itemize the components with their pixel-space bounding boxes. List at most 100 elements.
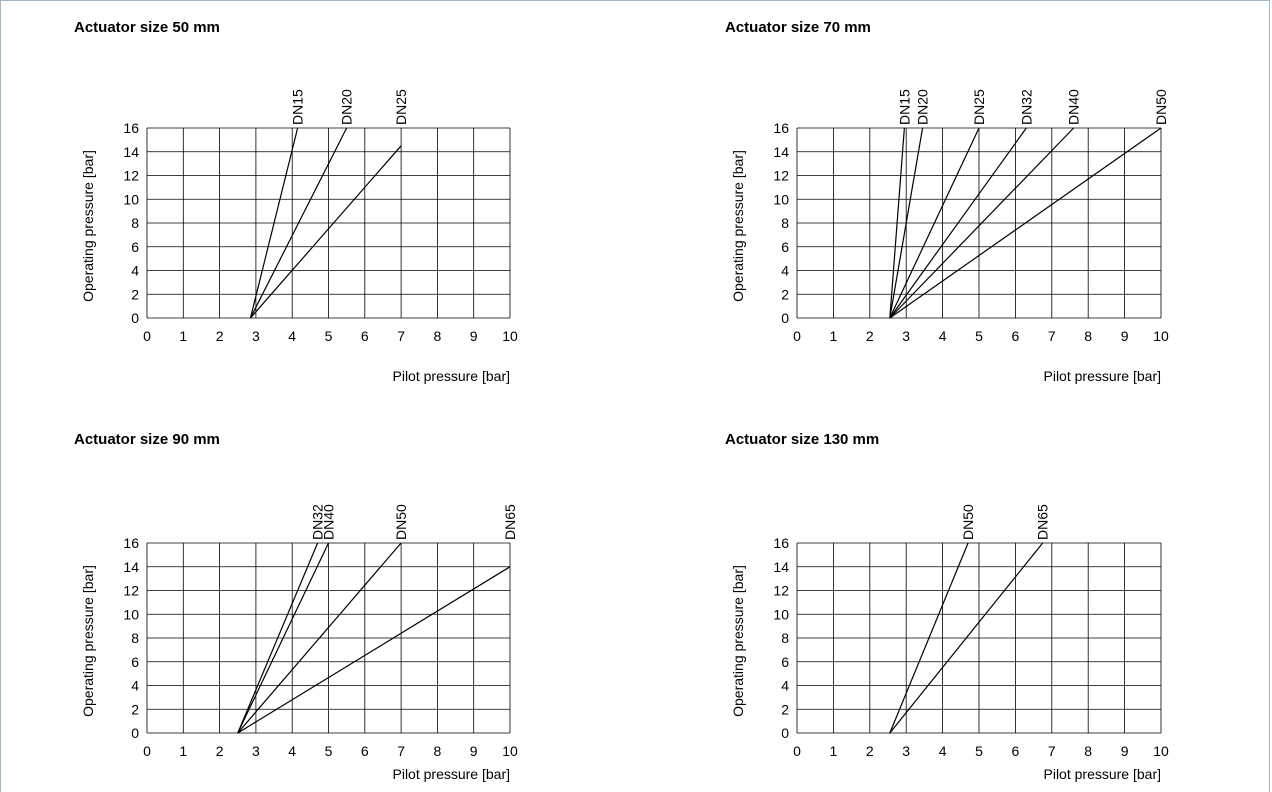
y-tick-label: 10: [773, 191, 789, 207]
series-line-dn50: [889, 127, 1162, 319]
x-tick-label: 7: [1048, 743, 1056, 759]
series-line-dn65: [889, 542, 1044, 734]
x-tick-label: 1: [179, 743, 187, 759]
x-tick-label: 6: [361, 328, 369, 344]
y-tick-label: 6: [781, 239, 789, 255]
x-tick-label: 2: [866, 743, 874, 759]
x-tick-label: 0: [793, 328, 801, 344]
y-tick-label: 4: [781, 263, 789, 279]
series-label-dn32: DN32: [310, 504, 326, 540]
x-tick-label: 3: [902, 328, 910, 344]
y-axis-label: Operating pressure [bar]: [730, 150, 746, 302]
x-tick-label: 5: [325, 328, 333, 344]
x-axis-label: Pilot pressure [bar]: [1044, 766, 1162, 782]
series-line-dn25: [250, 145, 402, 319]
x-tick-label: 8: [1084, 743, 1092, 759]
y-tick-label: 12: [123, 583, 139, 599]
x-tick-label: 4: [939, 743, 947, 759]
x-tick-label: 9: [1121, 328, 1129, 344]
x-tick-label: 10: [502, 328, 518, 344]
y-tick-label: 16: [773, 535, 789, 551]
series-line-dn40: [889, 127, 1075, 319]
chart-title-130mm: Actuator size 130 mm: [725, 431, 880, 448]
y-axis-label: Operating pressure [bar]: [80, 565, 96, 717]
series-label-dn65: DN65: [502, 504, 518, 540]
series-label-dn32: DN32: [1018, 89, 1034, 125]
series-line-dn15: [889, 127, 905, 319]
y-tick-label: 8: [781, 215, 789, 231]
x-tick-label: 6: [1012, 743, 1020, 759]
y-tick-label: 0: [131, 310, 139, 326]
series-label-dn40: DN40: [321, 504, 337, 540]
x-tick-label: 2: [216, 743, 224, 759]
series-label-dn50: DN50: [960, 504, 976, 540]
series-label-dn40: DN40: [1066, 89, 1082, 125]
series-line-dn40: [237, 542, 330, 734]
y-tick-label: 16: [773, 120, 789, 136]
x-tick-label: 4: [288, 743, 296, 759]
series-label-dn25: DN25: [393, 89, 409, 125]
y-tick-label: 10: [123, 606, 139, 622]
y-tick-label: 14: [123, 559, 139, 575]
series-label-dn15: DN15: [896, 89, 912, 125]
y-tick-label: 4: [131, 678, 139, 694]
x-tick-label: 8: [434, 328, 442, 344]
y-tick-label: 4: [781, 678, 789, 694]
y-tick-label: 6: [781, 654, 789, 670]
series-label-dn15: DN15: [290, 89, 306, 125]
x-tick-label: 2: [866, 328, 874, 344]
x-tick-label: 1: [830, 743, 838, 759]
series-label-dn65: DN65: [1035, 504, 1051, 540]
x-tick-label: 3: [252, 743, 260, 759]
y-tick-label: 2: [131, 701, 139, 717]
x-tick-label: 1: [179, 328, 187, 344]
series-line-dn50: [237, 542, 402, 734]
y-tick-label: 16: [123, 120, 139, 136]
y-tick-label: 0: [781, 310, 789, 326]
y-tick-label: 12: [773, 583, 789, 599]
x-tick-label: 10: [1153, 743, 1169, 759]
series-line-dn65: [237, 566, 511, 734]
y-tick-label: 14: [773, 559, 789, 575]
x-tick-label: 7: [397, 328, 405, 344]
chart-title-50mm: Actuator size 50 mm: [74, 19, 220, 36]
series-label-dn50: DN50: [393, 504, 409, 540]
x-axis-label: Pilot pressure [bar]: [393, 766, 511, 782]
y-tick-label: 6: [131, 654, 139, 670]
y-tick-label: 0: [781, 725, 789, 741]
x-tick-label: 6: [1012, 328, 1020, 344]
x-tick-label: 4: [939, 328, 947, 344]
y-axis-label: Operating pressure [bar]: [80, 150, 96, 302]
series-line-dn50: [889, 542, 969, 734]
x-tick-label: 3: [902, 743, 910, 759]
x-tick-label: 5: [975, 328, 983, 344]
y-tick-label: 8: [131, 630, 139, 646]
x-tick-label: 6: [361, 743, 369, 759]
x-tick-label: 3: [252, 328, 260, 344]
x-tick-label: 1: [830, 328, 838, 344]
series-line-dn32: [889, 127, 1027, 319]
x-tick-label: 10: [1153, 328, 1169, 344]
series-label-dn25: DN25: [971, 89, 987, 125]
y-tick-label: 2: [781, 286, 789, 302]
x-tick-label: 8: [434, 743, 442, 759]
y-tick-label: 2: [131, 286, 139, 302]
y-tick-label: 14: [773, 144, 789, 160]
x-tick-label: 7: [1048, 328, 1056, 344]
series-label-dn50: DN50: [1153, 89, 1169, 125]
x-tick-label: 0: [143, 328, 151, 344]
x-tick-label: 9: [470, 328, 478, 344]
x-tick-label: 4: [288, 328, 296, 344]
chart-title-90mm: Actuator size 90 mm: [74, 431, 220, 448]
y-tick-label: 12: [773, 168, 789, 184]
y-tick-label: 0: [131, 725, 139, 741]
y-tick-label: 12: [123, 168, 139, 184]
x-tick-label: 5: [325, 743, 333, 759]
x-axis-label: Pilot pressure [bar]: [1044, 368, 1162, 384]
y-tick-label: 10: [773, 606, 789, 622]
